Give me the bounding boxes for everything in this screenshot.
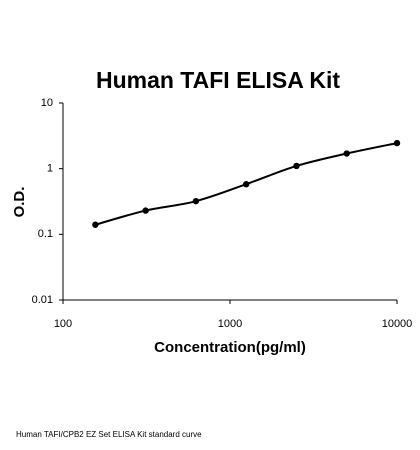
data-point [393, 139, 401, 147]
x-tick-label: 1000 [218, 318, 242, 330]
chart-title: Human TAFI ELISA Kit [96, 67, 340, 93]
x-tick-label: 10000 [382, 318, 413, 330]
data-point [142, 207, 149, 214]
y-axis-label: O.D. [11, 187, 28, 218]
caption: Human TAFI/CPB2 EZ Set ELISA Kit standar… [16, 430, 202, 439]
data-point [242, 181, 250, 188]
data-point [192, 197, 200, 205]
y-tick-label: 10 [41, 97, 53, 109]
x-axis-label: Concentration(pg/ml) [154, 339, 306, 356]
y-tick-label: 0.1 [38, 228, 53, 240]
y-tick-label: 0.01 [32, 294, 53, 306]
data-point [293, 162, 300, 170]
x-tick-label: 100 [54, 318, 72, 330]
y-tick-label: 1 [47, 163, 53, 175]
data-point [343, 150, 350, 157]
data-point [92, 221, 99, 228]
